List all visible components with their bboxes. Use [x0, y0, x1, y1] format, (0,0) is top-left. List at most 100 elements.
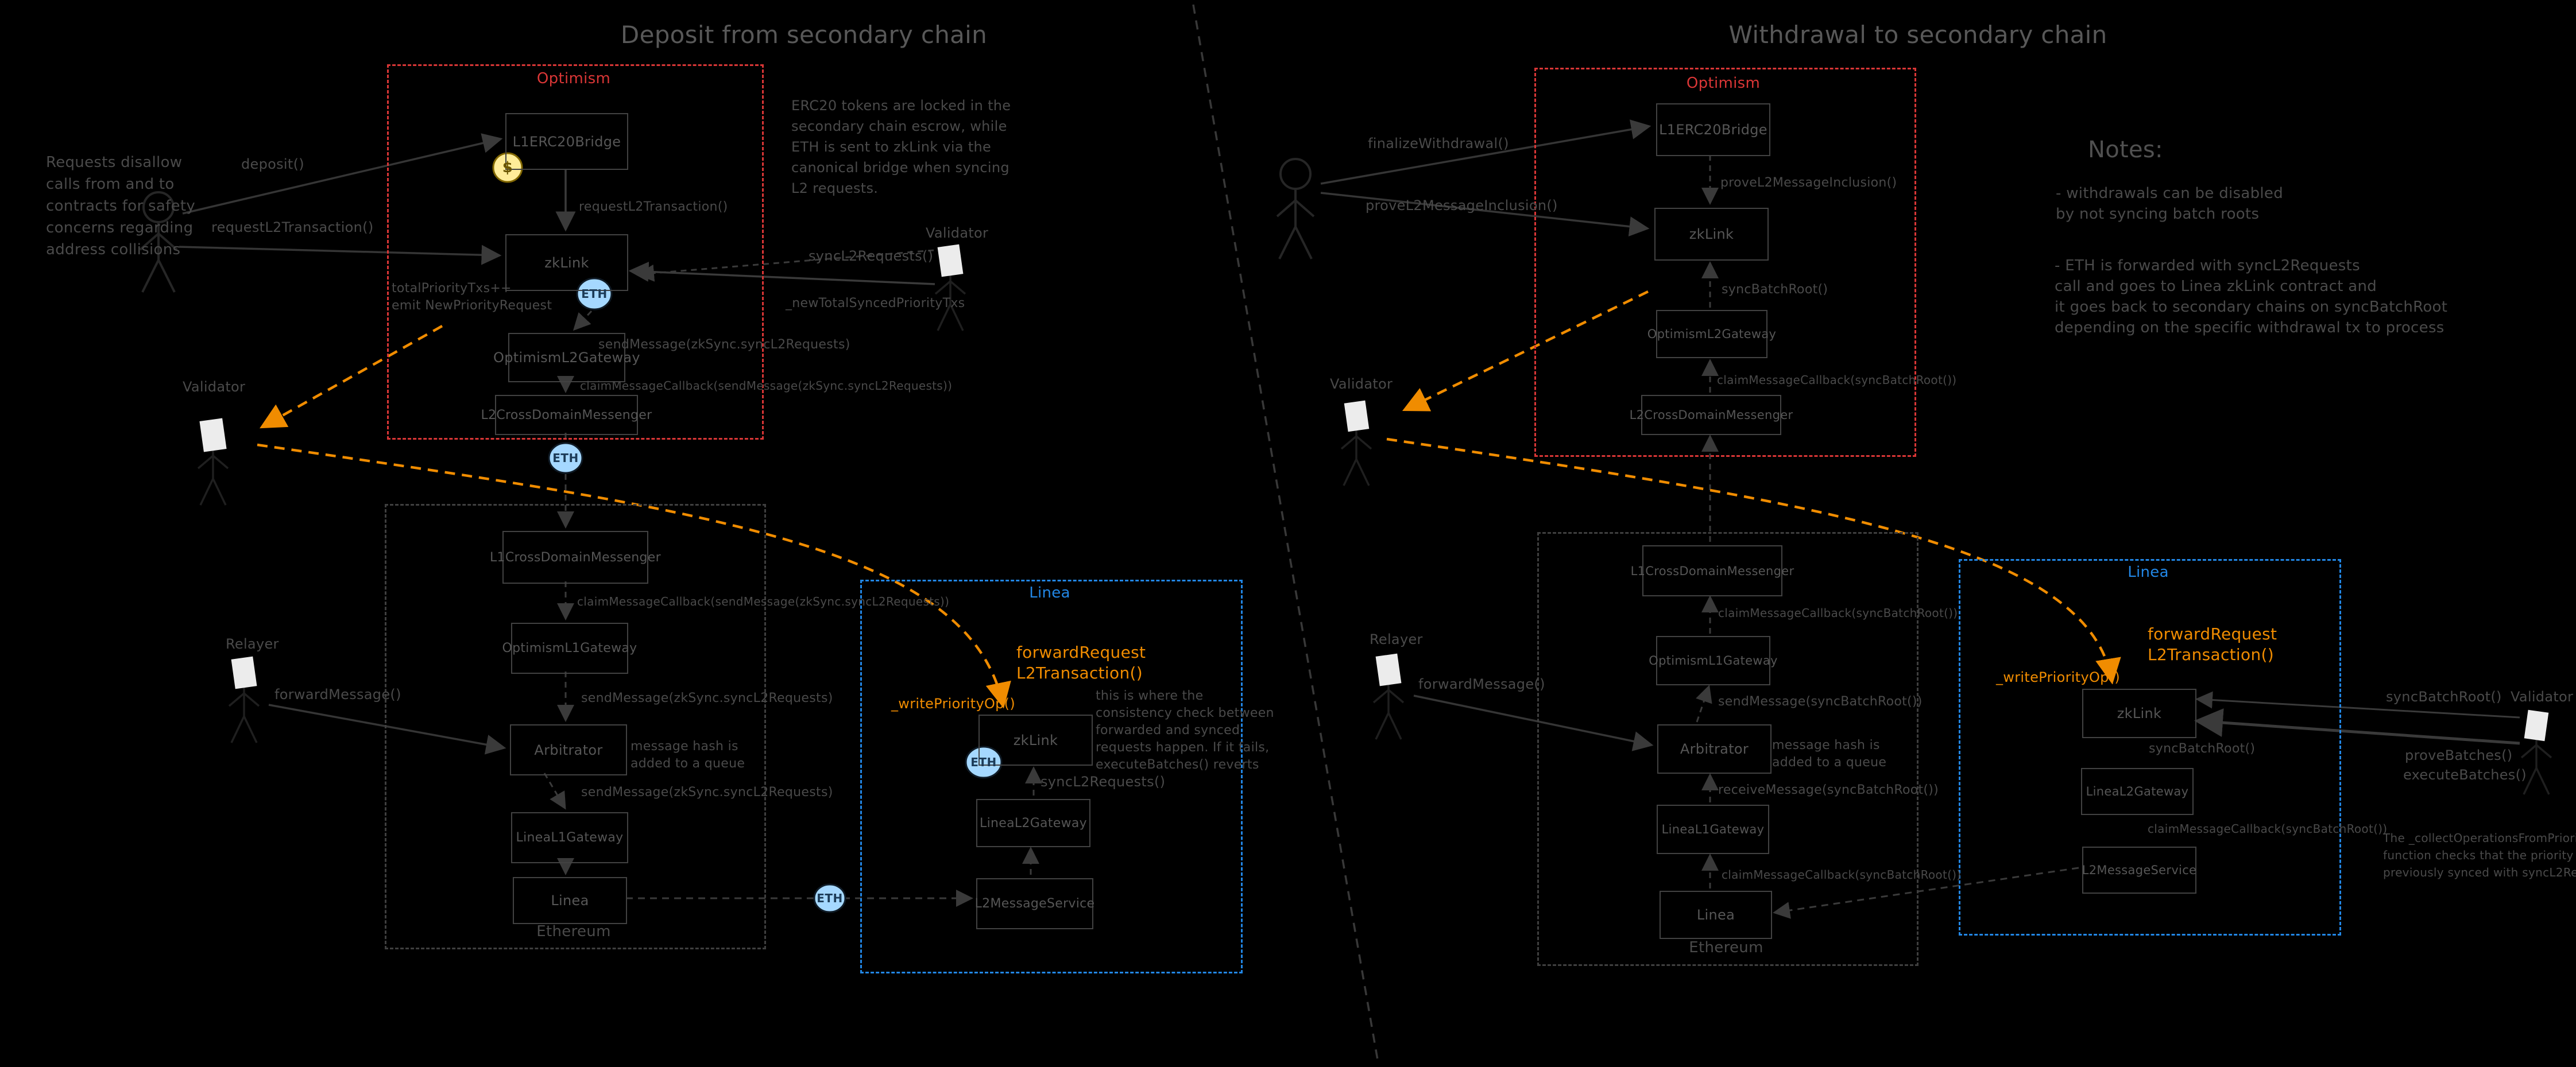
validator-card-right-diagram-left — [1344, 400, 1370, 432]
notes-line: call and goes to Linea zkLink contract a… — [2055, 278, 2377, 295]
erc20-note-line: secondary chain escrow, while — [791, 118, 1007, 134]
forward-message-label-right: forwardMessage() — [1418, 676, 1545, 692]
message-hash-note-line-left: message hash is — [631, 739, 738, 754]
arbitrator-to-gateway-dashed-arrow-r — [1696, 685, 1712, 723]
prove-execute-batches-arrow-r — [2194, 708, 2520, 745]
consistency-note-line: requests happen. If it fails, — [1096, 740, 1270, 755]
box-zklink-optimism-right: zkLink — [1654, 208, 1769, 261]
left-diagram-title: Deposit from secondary chain — [620, 21, 988, 49]
sync-batch-root-arrow-r — [2195, 691, 2520, 719]
diagram-divider-line — [1192, 4, 1379, 1064]
ethereum-region-label-left: Ethereum — [536, 923, 611, 940]
send-message-label-ethereum-left: sendMessage(zkSync.syncL2Requests) — [581, 691, 833, 705]
finalize-withdrawal-arrow — [1320, 119, 1651, 185]
box-l2-cross-domain-messenger-right: L2CrossDomainMessenger — [1630, 395, 1793, 435]
box-linea-l2-gateway-left: LineaL2Gateway — [976, 799, 1090, 847]
relayer-label-left: Relayer — [226, 636, 279, 652]
forward-request-label2-left: L2Transaction() — [1016, 664, 1143, 682]
finalize-withdrawal-label: finalizeWithdrawal() — [1368, 135, 1509, 152]
request-l2-tx-arrow — [179, 245, 502, 265]
validator-card-right — [2524, 709, 2549, 742]
validator-label-top-left-diagram: Validator — [926, 225, 989, 241]
forward-message-label-left: forwardMessage() — [274, 686, 401, 703]
request-l2-tx-user-label: requestL2Transaction() — [211, 219, 374, 235]
send-message-dashed-arrow — [573, 310, 593, 331]
box-l2-cross-domain-messenger-left: L2CrossDomainMessenger — [481, 395, 652, 435]
erc20-note-line: ERC20 tokens are locked in the — [791, 98, 1011, 114]
claim-callback-label-ethereum-left: claimMessageCallback(sendMessage(zkSync.… — [577, 595, 950, 608]
queue-note-line: function checks that the priority op was — [2383, 848, 2576, 862]
message-hash-note-line-left: added to a queue — [631, 756, 745, 771]
dollar-badge-circle — [492, 152, 523, 183]
new-total-synced-label: _newTotalSyncedPriorityTxs — [786, 296, 965, 311]
relayer-card-right — [1375, 653, 1402, 686]
consistency-note-line: consistency check between — [1096, 706, 1274, 720]
box-l1-cross-domain-messenger-left: L1CrossDomainMessenger — [490, 531, 661, 584]
prove-inclusion-inner-label: proveL2MessageInclusion() — [1720, 176, 1897, 190]
optimism-region-label-left: Optimism — [536, 70, 611, 87]
notes-line: depending on the specific withdrawal tx … — [2055, 319, 2445, 336]
forward-request-label2-right: L2Transaction() — [2148, 645, 2274, 664]
right-diagram-title: Withdrawal to secondary chain — [1728, 21, 2107, 49]
forward-request-orange-curve — [257, 443, 1011, 709]
erc20-note-line: ETH is sent to zkLink via the — [791, 139, 992, 155]
box-zklink-optimism-left: zkLink — [505, 234, 628, 291]
notes-line: - ETH is forwarded with syncL2Requests — [2055, 257, 2360, 274]
total-priority-txs-label: totalPriorityTxs++ — [392, 281, 512, 296]
prove-inclusion-user-label: proveL2MessageInclusion() — [1366, 197, 1558, 214]
user-note-line: Requests disallow — [46, 154, 183, 171]
user-note-line: contracts for safety — [46, 197, 196, 215]
priority-event-orange-arrow-r — [1402, 290, 1649, 412]
queue-note-line: previously synced with syncL2Requests() — [2383, 866, 2576, 879]
new-total-synced-dashed-arrow — [637, 249, 934, 282]
send-message2-label-ethereum-left: sendMessage(zkSync.syncL2Requests) — [581, 785, 833, 800]
send-message-label-ethereum-right: sendMessage(syncBatchRoot()) — [1718, 694, 1923, 709]
box-optimism-l2-gateway-right: OptimismL2Gateway — [1647, 310, 1776, 358]
prove-inclusion-arrow — [1320, 192, 1650, 236]
box-l1-cross-domain-messenger-right: L1CrossDomainMessenger — [1631, 545, 1794, 596]
relayer-card-left — [231, 656, 257, 689]
notes-line: by not syncing batch roots — [2056, 205, 2260, 223]
eth-badge-circle-1 — [576, 277, 613, 311]
validator-figure-left — [197, 448, 229, 506]
box-linea-l1-gateway-right: LineaL1Gateway — [1657, 805, 1769, 854]
box-linea-l1-gateway-left: LineaL1Gateway — [511, 812, 628, 863]
notes-line: - withdrawals can be disabled — [2056, 185, 2284, 202]
box-linea-l2-gateway-right: LineaL2Gateway — [2081, 768, 2194, 815]
eth-badge-circle-4 — [965, 746, 1003, 779]
claim-callback2-label-ethereum-right: claimMessageCallback(syncBatchRoot()) — [1722, 868, 1962, 882]
forward-request-label-left: forwardRequest — [1016, 643, 1146, 662]
eth-badge-circle-2 — [548, 442, 583, 474]
sync-batch-root-validator-label: syncBatchRoot() — [2386, 689, 2502, 705]
eth-badge-text-1: ETH — [581, 287, 608, 301]
eth-badge-text-4: ETH — [970, 755, 997, 769]
deposit-label: deposit() — [241, 156, 304, 172]
write-priority-op-label-right: _writePriorityOp() — [1996, 669, 2121, 685]
box-zklink-linea-left: zkLink — [978, 715, 1093, 766]
user-note-line: concerns regarding — [46, 219, 194, 236]
consistency-note-line: this is where the — [1096, 689, 1204, 703]
validator-figure-right — [2520, 737, 2552, 796]
ethereum-region-label-right: Ethereum — [1689, 939, 1763, 956]
arbitrator-to-linea-gateway-dashed-arrow — [543, 773, 566, 810]
validator-card-top — [937, 244, 964, 277]
ethereum-region-right — [1537, 532, 1919, 966]
consistency-note-line: executeBatches() reverts — [1096, 758, 1259, 772]
deposit-arrow — [182, 133, 503, 215]
user-figure-r — [1276, 158, 1315, 260]
prove-batches-label: proveBatches() — [2405, 747, 2513, 763]
queue-note-line: The _collectOperationsFromPriorityQueue — [2383, 831, 2576, 845]
erc20-note-line: canonical bridge when syncing — [791, 160, 1009, 176]
box-arbitrator-left: Arbitrator — [510, 724, 627, 775]
write-priority-op-label-left: _writePriorityOp() — [891, 696, 1016, 712]
request-l2-tx-inner-label: requestL2Transaction() — [579, 200, 728, 214]
receive-message-label-right: receiveMessage(syncBatchRoot()) — [1718, 783, 1939, 797]
box-arbitrator-right: Arbitrator — [1657, 724, 1772, 774]
box-optimism-l1-gateway-left: OptimismL1Gateway — [502, 623, 637, 674]
optimism-region-label-right: Optimism — [1686, 75, 1761, 92]
ethereum-region-left — [385, 504, 766, 949]
sync-batch-root-label-optimism: syncBatchRoot() — [1722, 282, 1828, 297]
forward-message-arrow-r — [1413, 694, 1654, 751]
sync-l2-requests-label-linea-left: syncL2Requests() — [1041, 774, 1166, 790]
